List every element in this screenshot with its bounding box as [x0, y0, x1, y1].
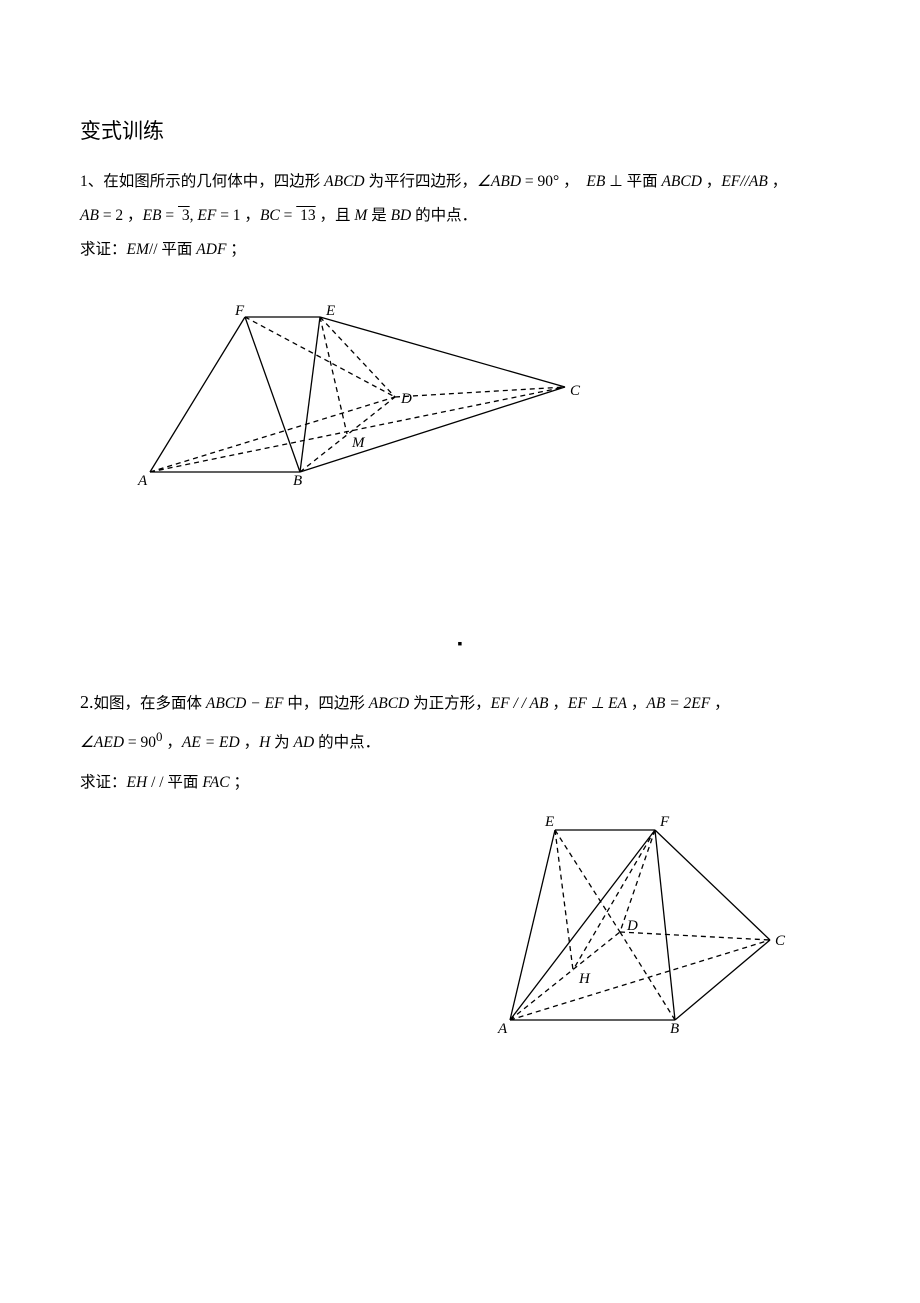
svg-text:E: E [544, 814, 554, 830]
p2-abcd: ABCD [369, 695, 409, 712]
p1-eq1: = 1 ， [216, 207, 260, 224]
problem-2-prove: 求证：EH / / 平面 FAC ； [80, 766, 840, 800]
p2-semi: ； [230, 774, 249, 791]
p1-perp: ⊥ 平面 [605, 173, 661, 190]
page: 变式训练 1、在如图所示的几何体中，四边形 ABCD 为平行四边形，∠ABD =… [0, 0, 920, 1303]
p1-eqs13a: = [280, 207, 297, 224]
figure-1-wrap: A B C D E F M [120, 297, 840, 487]
p2-c1: ， [548, 695, 567, 712]
figure-1: A B C D E F M [120, 297, 600, 487]
problem-2: 2.如图，在多面体 ABCD − EF 中，四边形 ABCD 为正方形，EF /… [80, 683, 840, 760]
p1-ebl: EB [143, 207, 162, 224]
p2-ef2: EF [568, 695, 587, 712]
p1-efl: EF [197, 207, 216, 224]
p1-c1: ， [702, 173, 721, 190]
problem-2-wrap: 2.如图，在多面体 ABCD − EF 中，四边形 ABCD 为正方形，EF /… [80, 683, 840, 1040]
p2-parab: / / AB [510, 695, 549, 712]
p2-c5: ， [240, 734, 259, 751]
figure-2: A B C D E F H [480, 810, 790, 1040]
p1-bd: BD [391, 207, 412, 224]
svg-text:C: C [570, 383, 581, 399]
p1-bc: BC [260, 207, 280, 224]
p1-eqs3a: = [162, 207, 179, 224]
p1-text: 在如图所示的几何体中，四边形 [103, 173, 324, 190]
p1-sqrt3: 3 [178, 207, 190, 224]
p1-eq90: = 90° ， [521, 173, 579, 190]
p1-adf: ADF [196, 241, 226, 258]
svg-text:H: H [578, 971, 591, 987]
p1-c2: ， [768, 173, 787, 190]
p1-parab: //AB [740, 173, 768, 190]
p2-c3: ， [710, 695, 729, 712]
problem-1: 1、在如图所示的几何体中，四边形 ABCD 为平行四边形，∠ABD = 90° … [80, 165, 840, 267]
p1-m: M [354, 207, 367, 224]
p2-ad: AD [294, 734, 315, 751]
svg-text:M: M [351, 435, 366, 451]
p1-parplane: // 平面 [149, 241, 196, 258]
p1-abcd: ABCD [324, 173, 364, 190]
center-marker: ▪ [80, 637, 840, 653]
svg-text:B: B [670, 1021, 679, 1037]
svg-text:F: F [234, 303, 245, 319]
p1-ab: AB [80, 207, 99, 224]
p1-index: 1、 [80, 173, 103, 190]
p2-fac: FAC [202, 774, 229, 791]
p1-plane: ABCD [661, 173, 701, 190]
p2-aed: ∠AED [80, 734, 124, 751]
p2-eh: EH [127, 774, 148, 791]
p2-l2c: 的中点． [314, 734, 380, 751]
p1-tail3: 的中点． [411, 207, 477, 224]
svg-text:B: B [293, 473, 302, 487]
p1-eq2: = 2 ， [99, 207, 143, 224]
p2-eqed: = ED [201, 734, 240, 751]
section-title: 变式训练 [80, 115, 840, 145]
p1-eb: EB [586, 173, 605, 190]
p2-eq2ef: = 2EF [665, 695, 710, 712]
p2-l2b: 为 [270, 734, 293, 751]
p1-tail2: 是 [367, 207, 390, 224]
p2-parplane: / / 平面 [147, 774, 202, 791]
p2-index: 2. [80, 692, 94, 712]
p2-ae: AE [182, 734, 201, 751]
p2-eq90: = 90 [124, 734, 156, 751]
p1-prove: 求证： [80, 241, 127, 258]
p1-angle: ∠ABD [477, 173, 521, 190]
p1-ef: EF [721, 173, 740, 190]
figure-2-wrap: A B C D E F H [80, 810, 840, 1040]
p2-l1a: 如图，在多面体 [94, 695, 206, 712]
p2-ef: EF [491, 695, 510, 712]
p1-em: EM [127, 241, 149, 258]
p2-h: H [259, 734, 270, 751]
p1-text: 为平行四边形， [365, 173, 477, 190]
p2-ab: AB [646, 695, 665, 712]
p1-tail: ，且 [316, 207, 355, 224]
svg-text:D: D [626, 918, 638, 934]
svg-text:E: E [325, 303, 335, 319]
p2-c4: ， [162, 734, 181, 751]
p2-abcdef: ABCD − EF [206, 695, 284, 712]
p2-l1c: 为正方形， [409, 695, 490, 712]
svg-text:A: A [497, 1021, 508, 1037]
svg-text:D: D [400, 391, 412, 407]
p2-c2: ， [627, 695, 646, 712]
p1-semi: ； [226, 241, 245, 258]
p2-prove: 求证： [80, 774, 127, 791]
svg-text:C: C [775, 933, 786, 949]
p2-l1b: 中，四边形 [284, 695, 369, 712]
svg-text:F: F [659, 814, 670, 830]
p1-sqrt13: 13 [296, 207, 315, 224]
p2-perpea: ⊥ EA [587, 695, 627, 712]
svg-text:A: A [137, 473, 148, 487]
